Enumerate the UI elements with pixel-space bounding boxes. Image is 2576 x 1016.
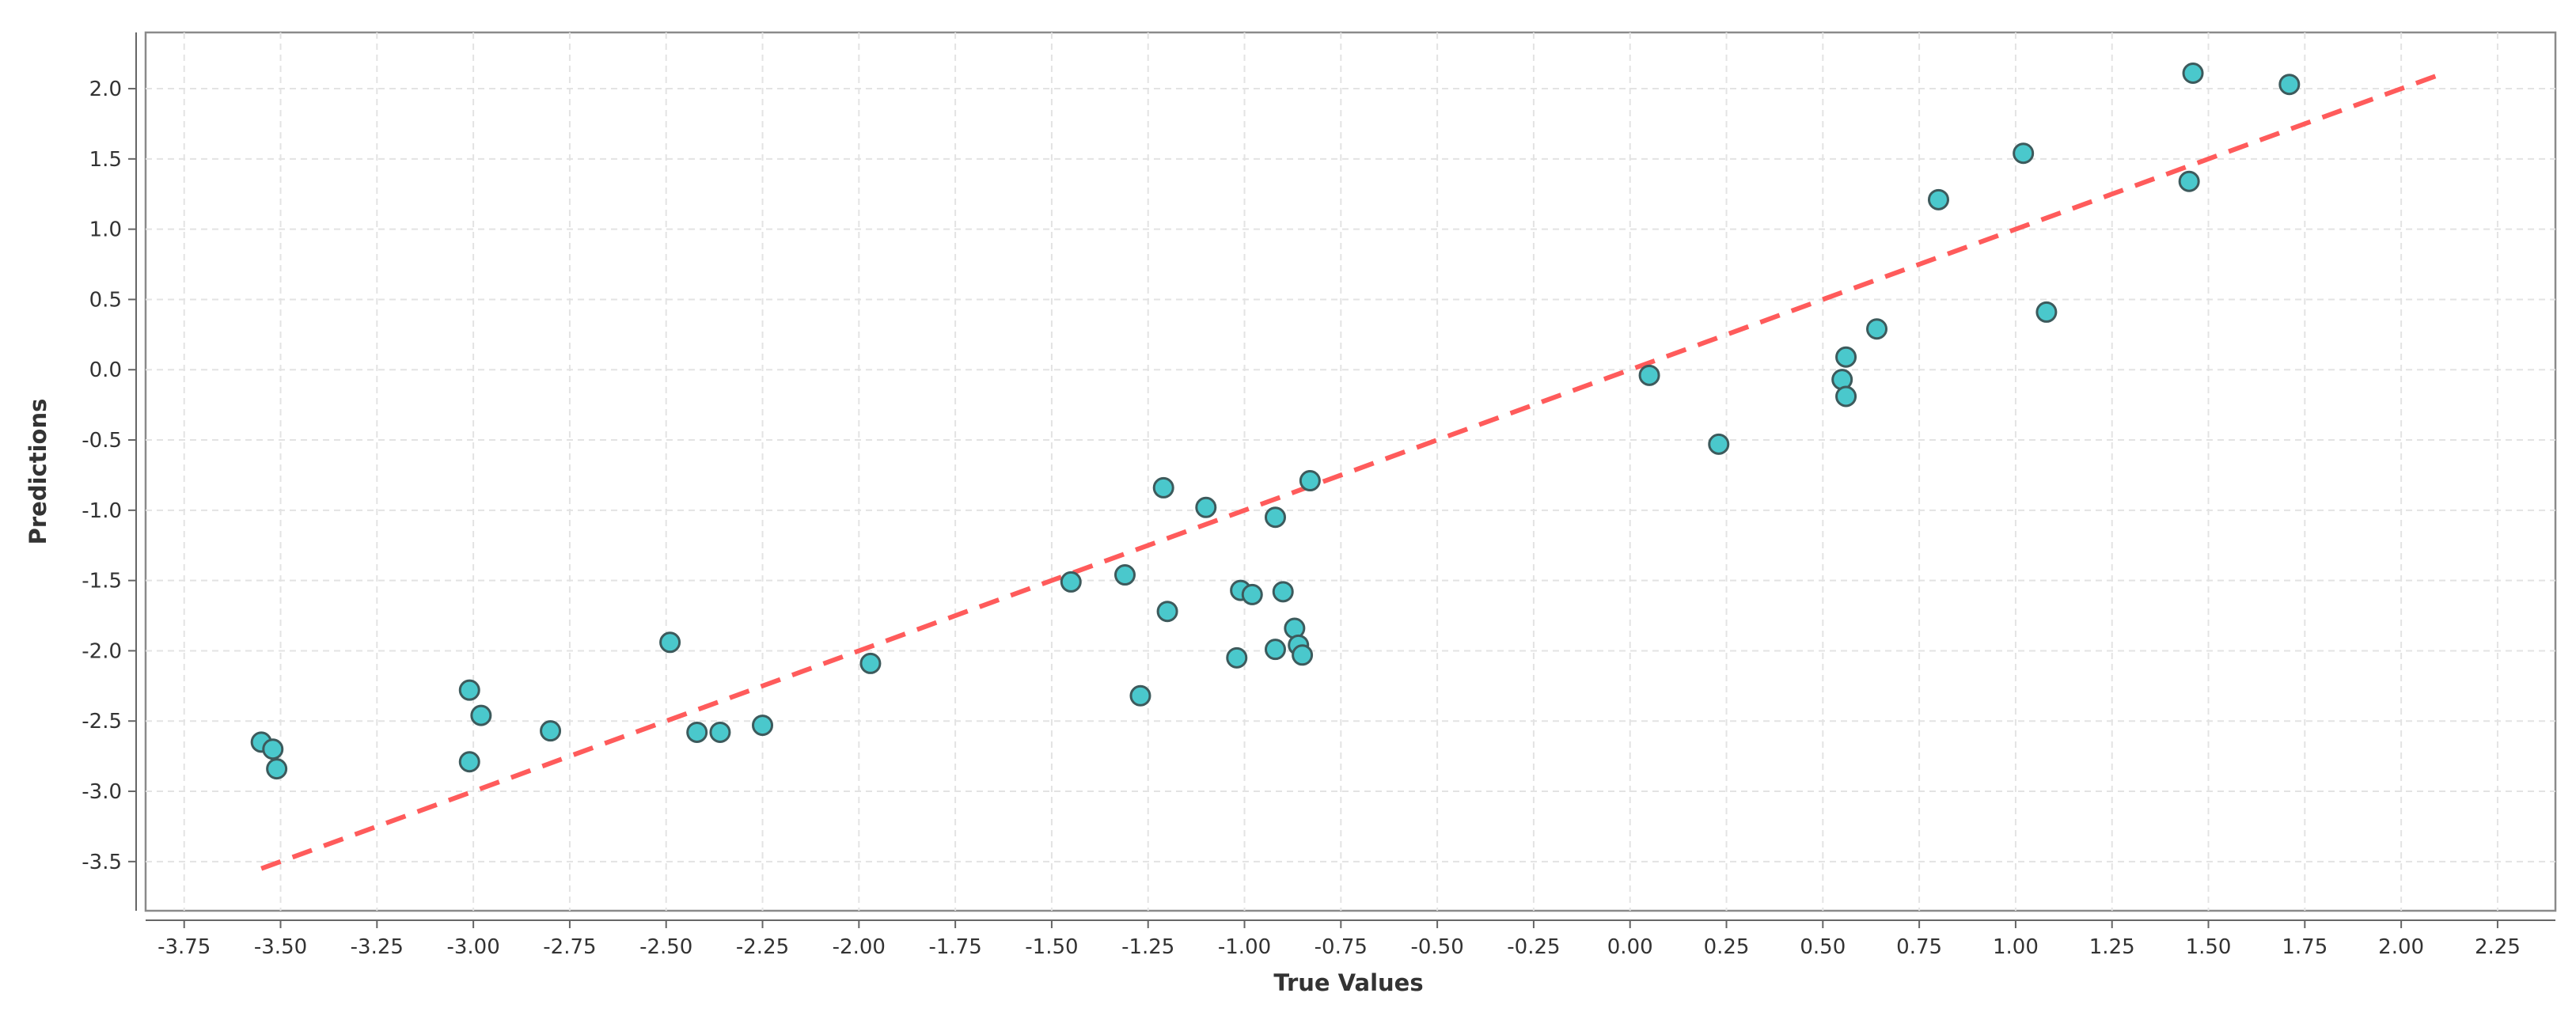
- y-tick-label: -3.5: [82, 851, 122, 874]
- x-tick-label: 1.25: [2089, 935, 2135, 959]
- data-point: [470, 704, 492, 726]
- x-tick-label: -1.75: [928, 935, 981, 959]
- x-tick-label: -3.00: [446, 935, 499, 959]
- y-axis-ticks: -3.5 -3.0 -2.5 -2.0 -1.5 -1.0 -0.5 0.0 0.5 1.0 1.5…: [82, 78, 136, 874]
- y-tick-label: -1.5: [82, 570, 122, 593]
- data-point: [1272, 581, 1294, 603]
- y-tick-label: 2.0: [89, 78, 122, 101]
- y-tick-label: -1.0: [82, 499, 122, 523]
- x-tick-label: -2.50: [639, 935, 692, 959]
- data-points: [250, 63, 2301, 780]
- y-tick-label: -3.0: [82, 780, 122, 804]
- data-point: [1835, 385, 1857, 408]
- x-axis-ticks: -3.75 -3.50 -3.25 -3.00 -2.75 -2.50 -2.25 -2.00…: [157, 920, 2521, 959]
- data-point: [1292, 644, 1314, 666]
- data-point: [1226, 646, 1248, 669]
- y-axis-title: Predictions: [25, 399, 51, 545]
- x-tick-label: -1.50: [1025, 935, 1078, 959]
- reference-line: [260, 74, 2437, 871]
- data-point: [1113, 564, 1136, 586]
- x-tick-label: 0.00: [1607, 935, 1653, 959]
- x-tick-label: -0.75: [1315, 935, 1368, 959]
- data-point: [1156, 601, 1178, 623]
- data-point: [1708, 433, 1730, 455]
- x-tick-label: -2.00: [833, 935, 886, 959]
- x-tick-label: 2.00: [2378, 935, 2424, 959]
- data-point: [1060, 571, 1082, 593]
- data-point: [686, 721, 708, 743]
- data-point: [1195, 496, 1217, 518]
- data-point: [2013, 142, 2035, 165]
- x-tick-label: -2.75: [543, 935, 596, 959]
- y-tick-label: -0.5: [82, 429, 122, 453]
- data-point: [1866, 318, 1888, 340]
- x-tick-label: -0.25: [1507, 935, 1560, 959]
- plot-frame: [144, 31, 2557, 912]
- x-tick-label: -0.50: [1410, 935, 1463, 959]
- y-tick-label: -2.0: [82, 639, 122, 663]
- data-point: [2278, 74, 2301, 96]
- x-tick-label: -3.50: [254, 935, 307, 959]
- data-point: [1129, 684, 1151, 707]
- data-point: [262, 738, 284, 760]
- data-point: [1264, 506, 1286, 529]
- grid: [146, 32, 2555, 911]
- x-tick-label: 0.50: [1800, 935, 1846, 959]
- y-tick-label: 1.0: [89, 218, 122, 242]
- data-point: [266, 758, 288, 780]
- data-point: [2178, 170, 2200, 192]
- x-tick-label: 0.75: [1896, 935, 1942, 959]
- data-point: [1264, 639, 1286, 661]
- y-tick-label: 0.0: [89, 358, 122, 382]
- x-tick-label: -1.00: [1218, 935, 1271, 959]
- x-tick-label: -3.75: [157, 935, 211, 959]
- x-axis-title: True Values: [1273, 969, 1423, 996]
- y-tick-label: -2.5: [82, 710, 122, 734]
- data-point: [458, 751, 480, 773]
- x-tick-label: -1.25: [1121, 935, 1174, 959]
- x-tick-label: -2.25: [736, 935, 789, 959]
- data-point: [1241, 583, 1263, 605]
- x-tick-label: 2.25: [2475, 935, 2521, 959]
- data-point: [859, 652, 882, 674]
- data-point: [540, 720, 562, 742]
- data-point: [1927, 188, 1949, 210]
- x-tick-label: 1.75: [2282, 935, 2328, 959]
- x-tick-label: 1.00: [1993, 935, 2039, 959]
- data-point: [1299, 470, 1321, 492]
- y-tick-label: 0.5: [89, 288, 122, 312]
- data-point: [458, 679, 480, 701]
- data-point: [659, 631, 681, 654]
- data-point: [1638, 364, 1660, 386]
- data-point: [1835, 346, 1857, 368]
- data-point: [2035, 301, 2058, 323]
- x-tick-label: -3.25: [351, 935, 404, 959]
- data-point: [2182, 63, 2204, 85]
- data-point: [709, 721, 731, 743]
- x-tick-label: 1.50: [2186, 935, 2232, 959]
- x-tick-label: 0.25: [1704, 935, 1750, 959]
- y-tick-label: 1.5: [89, 148, 122, 172]
- data-point: [752, 715, 774, 737]
- data-point: [1152, 476, 1174, 499]
